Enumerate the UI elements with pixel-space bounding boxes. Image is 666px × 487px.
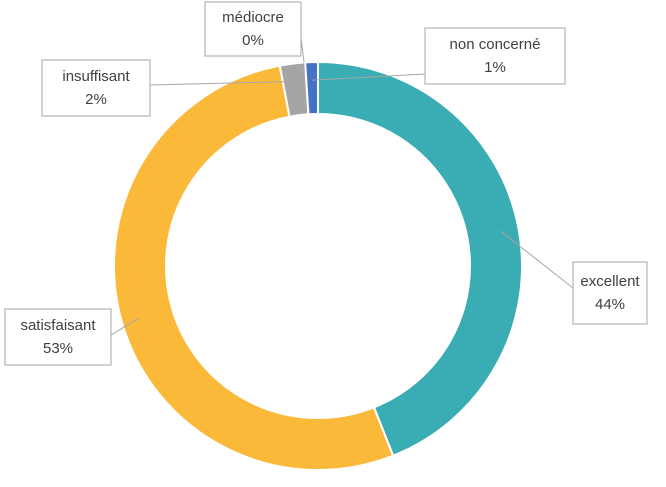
label-box <box>424 27 566 85</box>
category-label: médiocre <box>222 9 284 26</box>
value-label: 44% <box>595 296 625 313</box>
leader-line <box>149 80 295 86</box>
donut-slice <box>304 60 319 116</box>
label-box <box>572 261 648 325</box>
value-label: 0% <box>242 32 264 49</box>
leader-line <box>500 230 574 289</box>
donut-slice <box>112 64 395 471</box>
category-label: excellent <box>580 273 640 290</box>
category-label: satisfaisant <box>20 317 96 334</box>
value-label: 2% <box>85 91 107 108</box>
leader-line <box>312 73 426 81</box>
leader-line <box>110 317 140 336</box>
value-label: 1% <box>484 59 506 76</box>
label-box <box>4 308 112 366</box>
label-box <box>41 59 151 117</box>
category-label: non concerné <box>450 36 541 53</box>
category-label: insuffisant <box>62 68 130 85</box>
value-label: 53% <box>43 340 73 357</box>
label-box <box>204 1 302 57</box>
donut-slice <box>317 60 523 457</box>
